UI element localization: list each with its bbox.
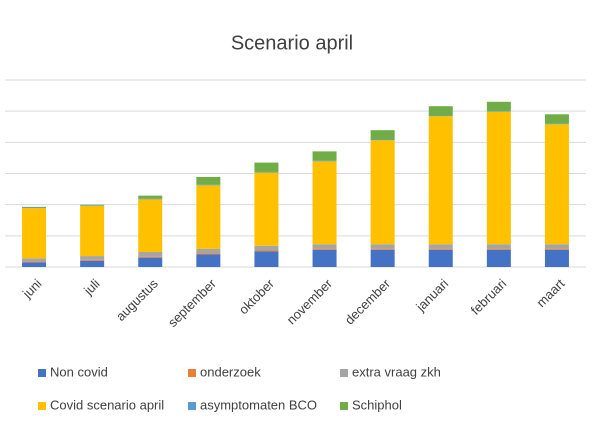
legend-swatch <box>188 369 196 377</box>
bar-segment <box>138 252 163 257</box>
bar-segment <box>196 248 221 254</box>
bar-segment <box>544 248 569 250</box>
x-tick-label: februari <box>468 276 510 318</box>
bar-segment <box>428 249 453 267</box>
bar-segment <box>196 185 221 249</box>
bar-segment <box>544 249 569 267</box>
bar-segment <box>22 206 47 208</box>
bar-segment <box>138 257 163 267</box>
bar-segment <box>312 151 337 161</box>
bar-segment <box>486 244 511 249</box>
bar-segment <box>370 244 395 249</box>
bar-segment <box>544 124 569 245</box>
bar-segment <box>22 262 47 267</box>
legend-swatch <box>188 402 196 410</box>
x-tick-label: september <box>165 275 220 330</box>
bar-segment <box>428 116 453 245</box>
bar-segment <box>312 249 337 267</box>
bar-segment <box>254 171 279 173</box>
bar-segment <box>254 172 279 246</box>
bar-segment <box>486 111 511 112</box>
legend-swatch <box>38 369 46 377</box>
legend-swatch <box>340 369 348 377</box>
legend-swatch <box>340 402 348 410</box>
legend-label: asymptomaten BCO <box>200 397 317 412</box>
bar-segment <box>138 195 163 199</box>
bar-segment <box>428 106 453 116</box>
bar-segment <box>312 160 337 162</box>
bar-segment <box>80 205 105 257</box>
x-tick-label: juli <box>80 276 103 299</box>
bar-segment <box>312 161 337 245</box>
x-tick-label: augustus <box>113 276 161 324</box>
legend-label: Non covid <box>50 364 108 379</box>
bar-segment <box>370 248 395 250</box>
bar-segment <box>486 249 511 267</box>
bar-segment <box>370 130 395 140</box>
bar-segment <box>312 244 337 249</box>
bar-segment <box>22 258 47 262</box>
x-tick-label: juni <box>19 276 45 302</box>
bar-segment <box>428 115 453 117</box>
bar-segment <box>544 123 569 125</box>
bar-segment <box>22 261 47 263</box>
bar-segment <box>486 248 511 250</box>
legend-label: Covid scenario april <box>50 397 164 412</box>
bar-segment <box>254 251 279 267</box>
bar-segment <box>544 244 569 249</box>
legend-swatch <box>38 402 46 410</box>
bar-segment <box>196 184 221 186</box>
bar-segment <box>80 260 105 267</box>
bar-segment <box>196 253 221 255</box>
bar-segment <box>80 256 105 260</box>
bar-segment <box>138 198 163 200</box>
bar-segment <box>80 205 105 206</box>
bar-segment <box>312 248 337 250</box>
bar-segment <box>370 140 395 245</box>
bar-segment <box>370 249 395 267</box>
legend-label: onderzoek <box>200 364 261 379</box>
bar-segment <box>196 254 221 267</box>
legend-label: extra vraag zkh <box>352 364 441 379</box>
bar-segment <box>254 245 279 251</box>
bar-segment <box>486 101 511 112</box>
bar-segment <box>254 250 279 252</box>
bar-segment <box>428 244 453 249</box>
bar-segment <box>22 208 47 259</box>
x-tick-label: december <box>342 275 394 327</box>
x-tick-label: november <box>284 275 336 327</box>
bar-segment <box>254 162 279 172</box>
bar-segment <box>80 204 105 206</box>
legend-label: Schiphol <box>352 397 402 412</box>
bar-segment <box>428 248 453 250</box>
bar-segment <box>196 176 221 185</box>
bar-segment <box>22 207 47 209</box>
bar-segment <box>138 199 163 253</box>
x-tick-label: januari <box>412 276 451 315</box>
x-tick-label: maart <box>533 276 567 310</box>
bar-segment <box>138 256 163 258</box>
x-tick-label: oktober <box>236 275 278 317</box>
bar-segment <box>486 111 511 245</box>
bar-segment <box>370 139 395 141</box>
bar-segment <box>80 259 105 261</box>
bar-segment <box>544 114 569 124</box>
chart-title: Scenario april <box>231 32 353 54</box>
